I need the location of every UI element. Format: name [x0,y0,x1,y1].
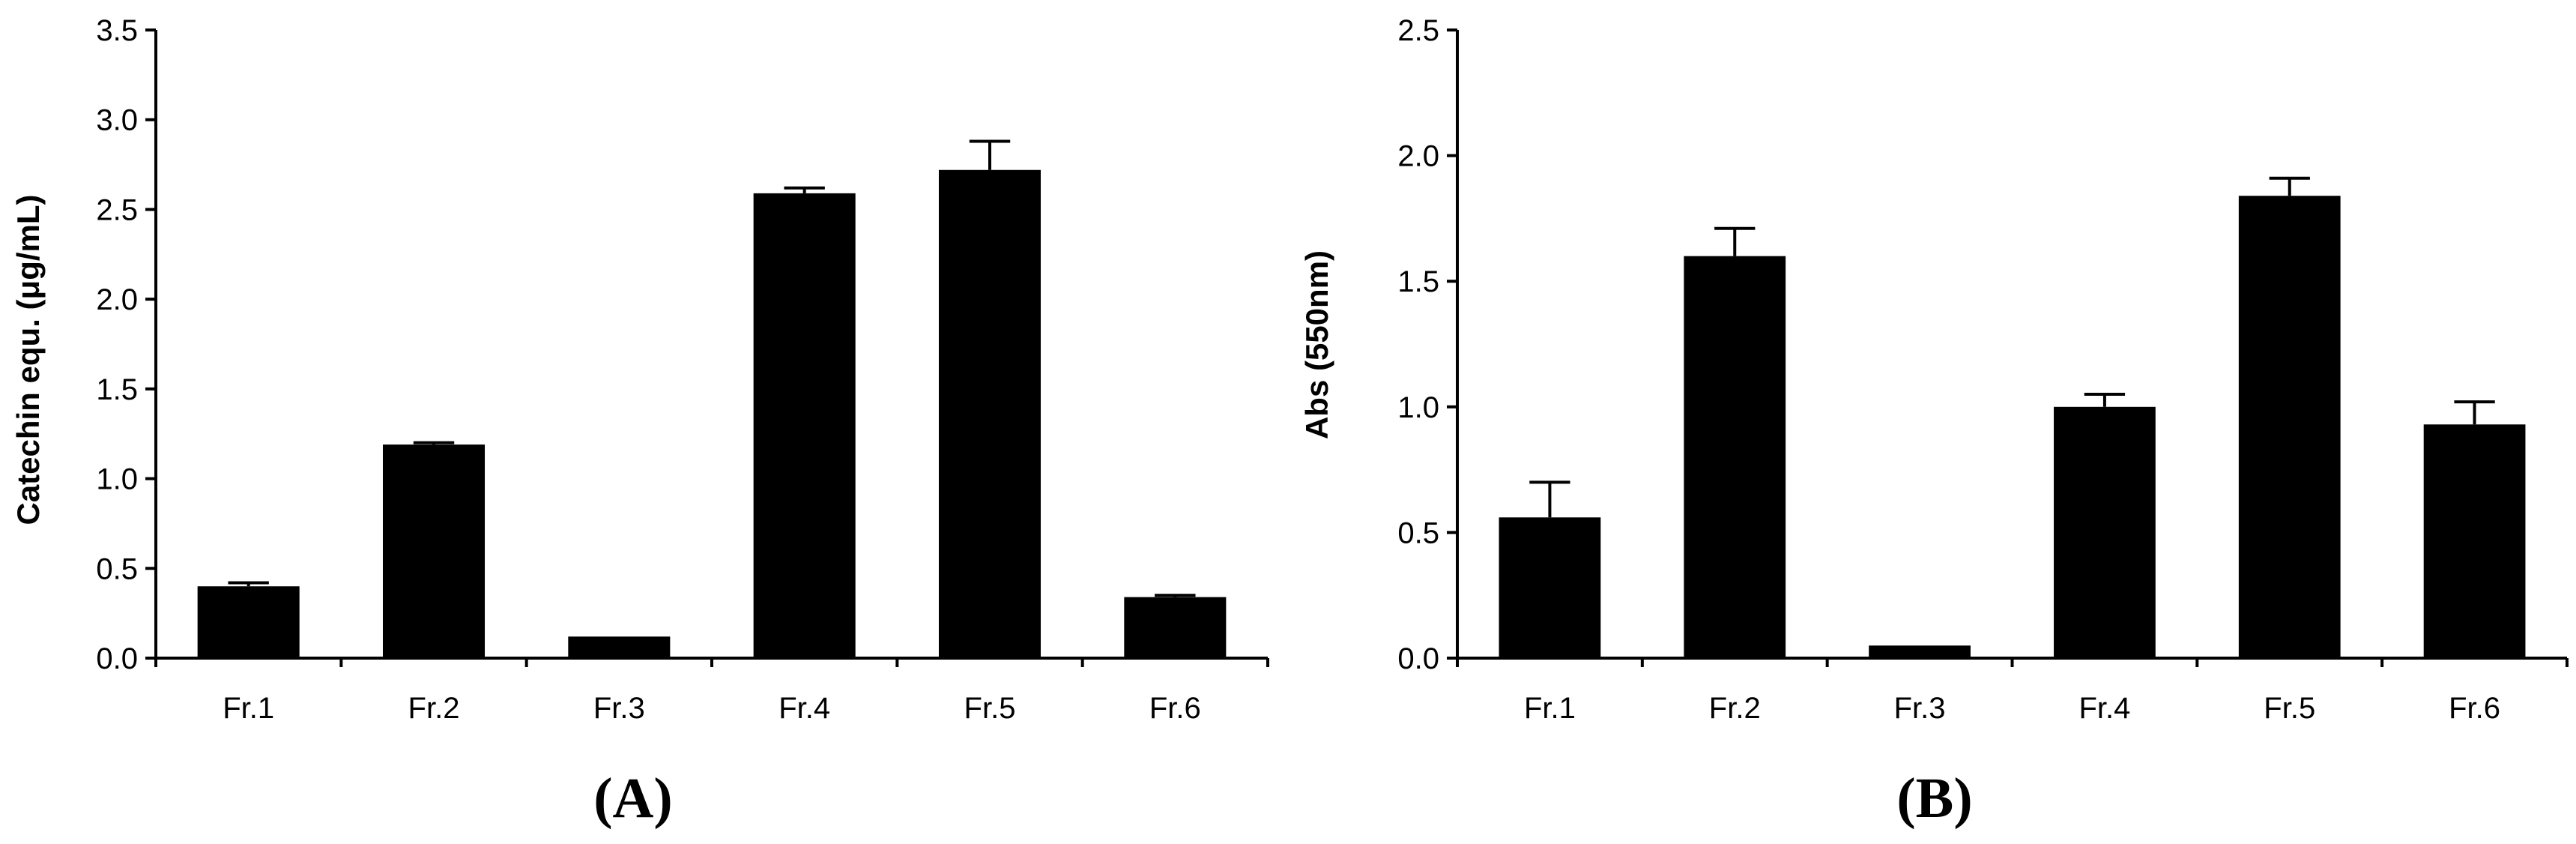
y-tick-label-a-2: 0.5 [96,552,138,585]
axes-b [1447,28,2569,667]
y-tick-label-a-1: 0.0 [96,642,138,675]
y-tick-label-b-5: 2.0 [1397,140,1439,173]
x-tick-label-a-6: Fr.6 [1149,692,1201,725]
x-tick-labels-a: Fr.1 Fr.2 Fr.3 Fr.4 Fr.5 Fr.6 [223,692,1201,725]
bars-a [197,169,1227,659]
y-tick-label-b-2: 0.5 [1397,516,1439,549]
bar-a-3 [568,636,671,658]
bar-b-5 [2238,196,2341,658]
y-tick-label-b-4: 1.5 [1397,265,1439,298]
bar-b-6 [2423,424,2526,658]
error-bars-b [1529,176,2495,518]
axes-a [145,28,1269,667]
y-tick-label-a-3: 1.0 [96,463,138,496]
x-tick-label-b-4: Fr.4 [2078,692,2130,725]
y-axis-label-b: Abs (550nm) [1299,250,1334,439]
y-tick-label-a-7: 3.0 [96,104,138,137]
y-tick-label-a-4: 1.5 [96,373,138,406]
bar-b-2 [1684,256,1786,658]
y-tick-label-a-6: 2.5 [96,193,138,226]
chart-panel-b: 0.00.51.01.52.02.5 Fr.1 Fr.2 Fr.3 Fr.4 Fr.5 F… [1299,14,2569,830]
y-axis-label-a: Catechin equ. (μg/mL) [10,194,46,525]
bar-a-5 [938,169,1041,659]
x-tick-label-b-5: Fr.5 [2264,692,2315,725]
x-tick-label-b-6: Fr.6 [2449,692,2500,725]
bar-a-4 [753,193,856,658]
bar-a-1 [197,586,300,658]
x-tick-label-b-1: Fr.1 [1524,692,1576,725]
x-tick-label-b-3: Fr.3 [1894,692,1946,725]
bar-a-2 [382,444,486,658]
x-tick-label-b-2: Fr.2 [1709,692,1761,725]
bar-b-3 [1869,645,1971,658]
x-tick-label-a-3: Fr.3 [593,692,645,725]
bar-a-6 [1124,597,1227,658]
y-tick-label-a-8: 3.5 [96,14,138,47]
bar-b-4 [2054,406,2156,658]
y-tick-labels-a: 0.0 0.5 1.0 1.5 2.0 2.5 3.0 3.5 [96,14,138,675]
y-tick-label-a-5: 2.0 [96,283,138,316]
x-tick-labels-b: Fr.1 Fr.2 Fr.3 Fr.4 Fr.5 Fr.6 [1524,692,2500,725]
panel-label-a: (A) [593,767,673,830]
y-tick-labels-b: 0.0 0.5 1.0 1.5 2.0 2.5 [1397,14,1439,675]
chart-panel-a: 0.00.51.01.52.02.53.03.5 Fr.1 Fr.2 Fr.3 Fr.… [10,14,1269,830]
bars-b [1499,196,2526,658]
x-tick-label-a-1: Fr.1 [223,692,274,725]
y-tick-label-b-1: 0.0 [1397,642,1439,675]
bar-b-1 [1499,517,1601,658]
panel-label-b: (B) [1896,767,1972,830]
error-bars-a [228,139,1196,597]
y-tick-label-b-6: 2.5 [1397,14,1439,47]
y-tick-label-b-3: 1.0 [1397,391,1439,424]
x-tick-label-a-5: Fr.5 [964,692,1016,725]
x-tick-label-a-4: Fr.4 [778,692,830,725]
x-tick-label-a-2: Fr.2 [408,692,460,725]
